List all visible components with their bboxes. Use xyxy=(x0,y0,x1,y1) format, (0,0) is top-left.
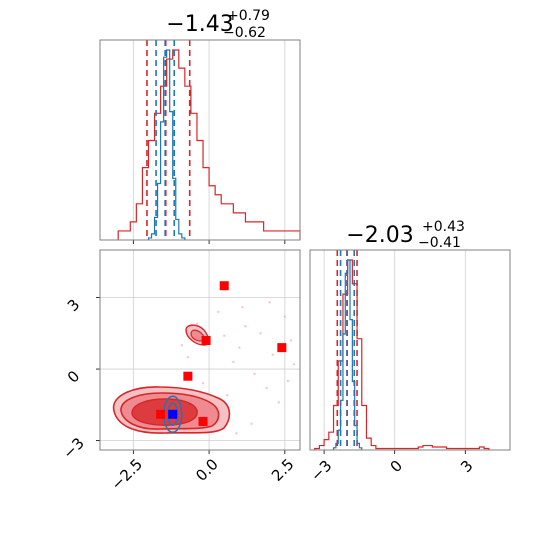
scatter-point xyxy=(250,422,253,426)
blue-square-marker xyxy=(168,409,178,419)
scatter-point xyxy=(268,301,271,304)
scatter-point xyxy=(180,344,184,347)
red-square-marker xyxy=(183,371,193,381)
scatter-point xyxy=(232,360,235,364)
x-tick-label: 3 xyxy=(457,457,476,476)
title-2-plus: +0.43 xyxy=(422,219,465,235)
contour-blue-inner xyxy=(166,402,179,427)
scatter-point xyxy=(286,379,290,383)
scatter-point xyxy=(226,394,229,397)
x-tick-label: 0 xyxy=(387,457,406,476)
histogram-blue xyxy=(147,49,186,240)
red-square-marker xyxy=(219,281,229,291)
scatter-point xyxy=(244,324,247,328)
red-square-marker xyxy=(198,416,208,426)
marginal-panel-2: −3 0 3 xyxy=(307,249,511,485)
scatter-point xyxy=(241,305,244,309)
scatter-point xyxy=(277,401,280,404)
scatter-point xyxy=(283,315,287,318)
red-square-marker xyxy=(277,343,287,353)
y-tick-label: 0 xyxy=(64,367,83,386)
scatter-point xyxy=(259,332,262,335)
scatter-point xyxy=(201,382,205,385)
title-1-plus: +0.79 xyxy=(227,8,270,24)
scatter-point xyxy=(216,310,220,314)
scatter-point xyxy=(195,322,199,326)
scatter-point xyxy=(271,353,274,356)
x-tick-label: −3 xyxy=(307,457,335,485)
x-tick-label: −2.5 xyxy=(108,455,146,493)
scatter-point xyxy=(265,386,268,390)
scatter-point xyxy=(238,346,241,349)
scatter-point xyxy=(289,339,293,342)
histogram-red xyxy=(117,49,301,240)
panel-border xyxy=(99,39,301,241)
scatter-point xyxy=(292,363,296,366)
y-tick-label: 3 xyxy=(64,296,83,315)
scatter-point xyxy=(223,334,226,337)
x-tick-label: 2.5 xyxy=(268,455,298,485)
title-2-minus: −0.41 xyxy=(418,235,461,251)
histogram-blue xyxy=(332,259,363,450)
panel-border xyxy=(99,249,301,451)
marginal-panel-1 xyxy=(99,39,301,244)
title-1-minus: −0.62 xyxy=(223,25,266,41)
x-tick-label: 0.0 xyxy=(192,455,222,485)
panel-border xyxy=(309,249,511,451)
scatter-point xyxy=(186,355,190,359)
red-square-marker xyxy=(201,335,211,345)
red-square-marker xyxy=(156,409,166,419)
title-param-1: −1.43 xyxy=(166,12,233,37)
title-1-median: −1.43 xyxy=(166,12,233,37)
scatter-point xyxy=(235,432,238,435)
y-tick-label: −3 xyxy=(59,434,87,462)
joint-panel: −2.5 0.0 2.5 −3 0 3 xyxy=(59,249,301,494)
title-2-median: −2.03 xyxy=(346,223,413,248)
scatter-point xyxy=(253,372,256,376)
